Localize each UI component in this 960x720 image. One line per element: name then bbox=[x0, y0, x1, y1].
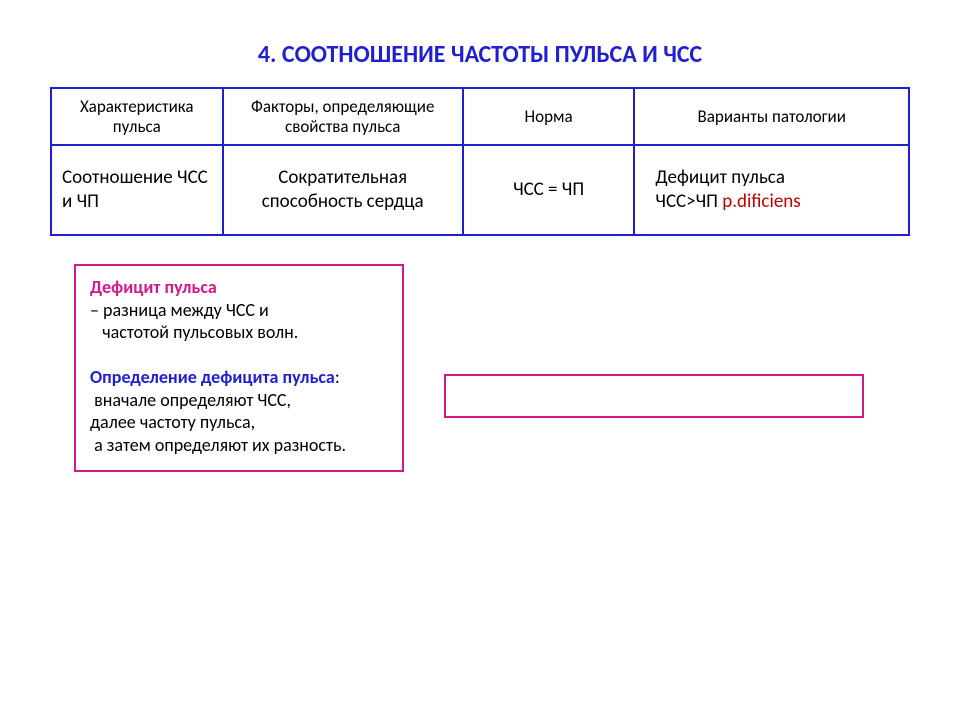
pulse-table: Характеристика пульса Факторы, определяю… bbox=[50, 87, 910, 236]
def-term-1: Дефицит пульса bbox=[90, 276, 217, 298]
col-header-2: Факторы, определяющие свойства пульса bbox=[223, 88, 463, 145]
pathology-term-latin: p.dificiens bbox=[722, 190, 800, 213]
col-header-4: Варианты патологии bbox=[634, 88, 909, 145]
pathology-line1: Дефицит пульса bbox=[655, 166, 785, 189]
def-body2-l2: далее частоту пульса, bbox=[90, 411, 255, 433]
col-header-1: Характеристика пульса bbox=[51, 88, 223, 145]
empty-box bbox=[444, 374, 864, 418]
def-colon: : bbox=[335, 366, 340, 388]
definition-box: Дефицит пульса – разница между ЧСС и час… bbox=[74, 264, 404, 472]
def-body1-l2: частотой пульсовых волн. bbox=[90, 321, 298, 343]
cell-pathology: Дефицит пульса ЧСС>ЧП p.dificiens bbox=[634, 145, 909, 235]
cell-characteristic: Соотношение ЧСС и ЧП bbox=[51, 145, 223, 235]
table-header-row: Характеристика пульса Факторы, определяю… bbox=[51, 88, 909, 145]
slide-title: 4. СООТНОШЕНИЕ ЧАСТОТЫ ПУЛЬСА И ЧСС bbox=[50, 40, 910, 69]
def-body1-l1: – разница между ЧСС и bbox=[90, 299, 269, 321]
def-body2-l1: вначале определяют ЧСС, bbox=[90, 389, 291, 411]
cell-norm: ЧСС = ЧП bbox=[463, 145, 635, 235]
def-body2-l3: а затем определяют их разность. bbox=[90, 434, 346, 456]
def-term-2: Определение дефицита пульса bbox=[90, 366, 335, 388]
col-header-3: Норма bbox=[463, 88, 635, 145]
cell-factors: Сократительная способность сердца bbox=[223, 145, 463, 235]
pathology-line2-prefix: ЧСС>ЧП bbox=[655, 190, 722, 213]
table-row: Соотношение ЧСС и ЧП Сократительная спос… bbox=[51, 145, 909, 235]
